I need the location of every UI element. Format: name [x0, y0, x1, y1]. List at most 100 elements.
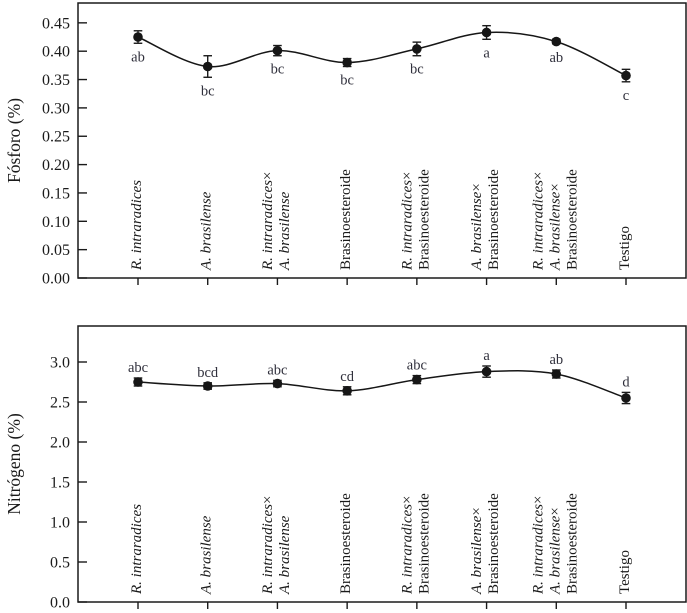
significance-letter: c	[623, 88, 629, 104]
significance-letter: bc	[201, 83, 215, 99]
data-point-marker	[481, 366, 492, 377]
data-point-marker	[272, 45, 283, 56]
category-label-line: Testigo	[617, 550, 633, 594]
category-label-line: R. intraradices×	[260, 172, 276, 271]
category-label-line: Brasinoesteroide	[416, 493, 432, 594]
y-tick-label: 0.20	[42, 157, 70, 174]
data-curve	[137, 370, 627, 399]
data-point-marker	[412, 374, 422, 385]
category-label-line: R. intraradices×	[399, 496, 415, 595]
category-label-line: Brasinoesteroide	[564, 169, 580, 270]
category-label-line: R. intraradices	[129, 180, 145, 271]
significance-letter: ab	[131, 49, 145, 65]
category-label-line: Brasinoesteroide	[486, 493, 502, 594]
data-point-marker	[621, 393, 631, 403]
data-point-group: bcd	[197, 365, 219, 391]
category-label-line: Brasinoesteroide	[416, 169, 432, 270]
data-point-marker	[621, 70, 631, 81]
data-point-group: bc	[410, 41, 424, 78]
y-tick-label: 1.5	[50, 475, 70, 492]
y-tick-label: 0.30	[42, 100, 70, 117]
significance-letter: a	[483, 348, 490, 364]
significance-letter: abc	[407, 358, 427, 374]
data-point-group: ab	[549, 352, 563, 379]
category-label-line: Brasinoesteroide	[564, 493, 580, 594]
category-label-line: R. intraradices×	[530, 172, 546, 271]
y-tick-label: 3.0	[50, 355, 70, 372]
significance-letter: ab	[549, 50, 563, 66]
data-point-group: cd	[340, 369, 355, 396]
category-label-line: A. brasilense	[199, 515, 215, 595]
significance-letter: ab	[549, 352, 563, 368]
y-tick-label: 0.05	[42, 242, 70, 259]
data-point-marker	[272, 378, 283, 389]
data-point-marker	[133, 32, 143, 42]
data-point-group: c	[621, 68, 631, 104]
significance-letter: bcd	[197, 365, 219, 381]
significance-letter: a	[483, 45, 490, 61]
significance-letter: bc	[340, 73, 354, 89]
data-point-group: abc	[267, 362, 287, 389]
data-point-marker	[551, 36, 562, 47]
data-curve	[137, 31, 627, 77]
category-label-line: Brasinoesteroide	[338, 169, 354, 270]
category-label-line: A. brasilense	[199, 191, 215, 271]
category-label-line: Brasinoesteroide	[338, 493, 354, 594]
significance-letter: cd	[340, 369, 354, 385]
y-axis-title: Nitrógeno (%)	[4, 413, 24, 515]
plot-box	[77, 2, 687, 279]
data-point-group: abc	[407, 358, 427, 385]
data-point-marker	[481, 27, 492, 38]
y-axis-title: Fósforo (%)	[4, 98, 24, 183]
data-point-group: d	[621, 374, 631, 405]
panel-bottom: 0.0 0.5 1.0 1.5 2.0 2.5 3.0 Nitrógeno (%) R. int…	[4, 325, 687, 612]
y-tick-label: 0.40	[42, 44, 70, 61]
category-label-line: A. brasilense×	[547, 183, 563, 271]
data-point-marker	[202, 61, 213, 72]
data-point-marker	[412, 44, 422, 54]
category-label-line: A. brasilense	[277, 515, 293, 595]
y-tick-label: 1.0	[50, 515, 70, 532]
y-tick-label: 0.35	[42, 72, 70, 89]
data-point-group: bc	[201, 55, 215, 99]
category-label-line: Brasinoesteroide	[486, 169, 502, 270]
data-point-marker	[551, 369, 562, 379]
category-label-line: A. brasilense×	[469, 183, 485, 271]
plot-box	[77, 325, 687, 603]
data-point-marker	[202, 381, 213, 391]
significance-letter: bc	[271, 62, 285, 78]
category-label-line: R. intraradices×	[530, 496, 546, 595]
y-tick-label: 0.00	[42, 271, 70, 288]
category-label-line: A. brasilense×	[547, 507, 563, 595]
y-tick-label: 2.5	[50, 395, 70, 412]
category-label-line: Testigo	[617, 226, 633, 270]
data-point-group: ab	[131, 30, 145, 65]
data-point-marker	[342, 57, 352, 68]
y-tick-label: 2.0	[50, 435, 70, 452]
category-label-line: A. brasilense	[277, 191, 293, 271]
y-tick-label: 0.15	[42, 185, 70, 202]
panel-top: 0.00 0.05 0.10 0.15 0.20 0.25 0.30 0.35 0.40 0.45…	[4, 2, 687, 288]
y-tick-label: 0.10	[42, 214, 70, 231]
data-point-group: a	[481, 24, 492, 61]
category-label-line: A. brasilense×	[469, 507, 485, 595]
data-point-group: bc	[271, 44, 285, 78]
y-tick-label: 0.5	[50, 555, 70, 572]
y-tick-label: 0.0	[50, 595, 70, 612]
data-point-group: ab	[549, 36, 563, 66]
category-label-line: R. intraradices×	[260, 496, 276, 595]
y-tick-label: 0.45	[42, 15, 70, 32]
data-point-group: abc	[128, 360, 148, 387]
data-point-marker	[342, 386, 352, 396]
category-label-line: R. intraradices	[129, 504, 145, 595]
data-point-group: a	[481, 348, 492, 378]
significance-letter: abc	[128, 360, 148, 376]
category-label-line: R. intraradices×	[399, 172, 415, 271]
significance-letter: abc	[267, 362, 287, 378]
data-point-marker	[133, 377, 143, 387]
y-tick-label: 0.25	[42, 129, 70, 146]
data-point-group: bc	[340, 57, 354, 89]
significance-letter: d	[622, 374, 630, 390]
